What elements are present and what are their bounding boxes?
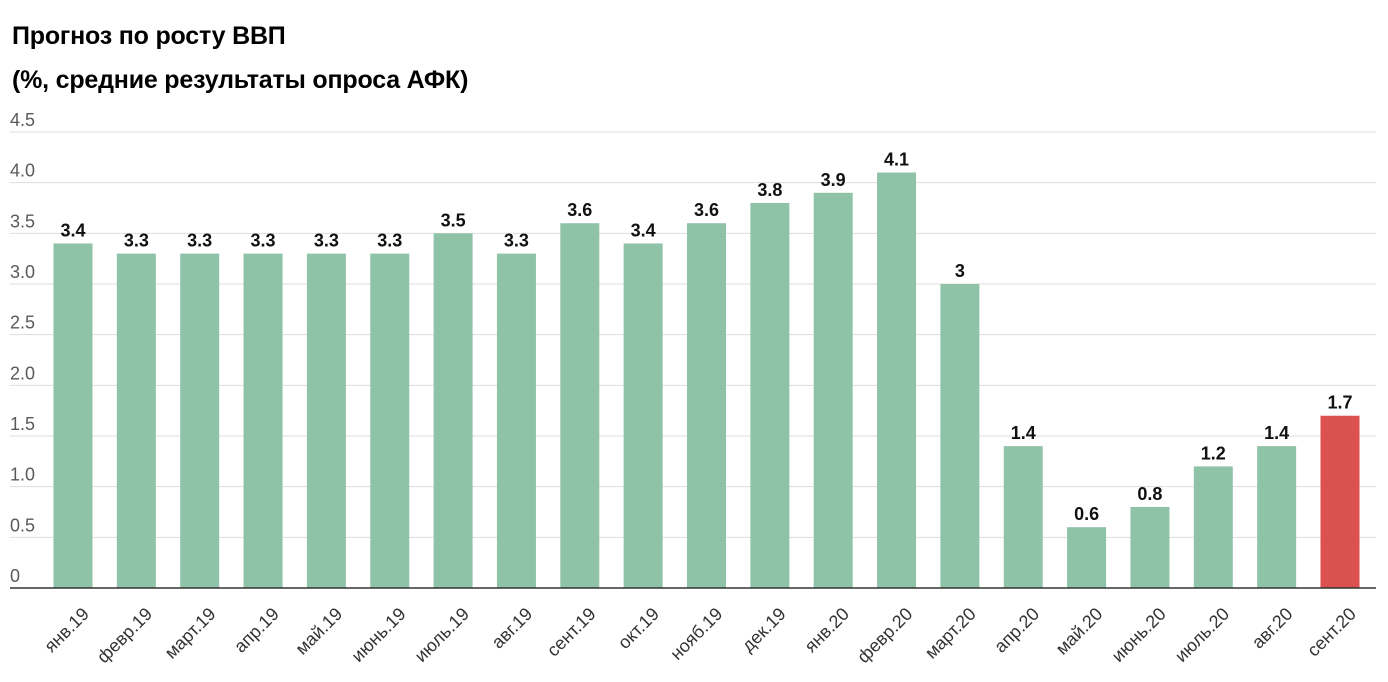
x-tick-label: июль.19: [411, 604, 473, 666]
x-tick-label: янв.19: [40, 604, 93, 657]
data-label: 3.5: [441, 210, 466, 230]
bar: [496, 253, 536, 588]
bar: [560, 223, 600, 588]
bar: [433, 233, 473, 589]
data-label: 3.8: [757, 180, 782, 200]
bar: [623, 243, 663, 588]
bar: [116, 253, 156, 588]
x-tick-label: дек.19: [738, 604, 790, 656]
data-label: 3.3: [124, 231, 149, 251]
x-tick-label: май.20: [1052, 604, 1107, 659]
data-label: 1.7: [1327, 393, 1352, 413]
data-label: 3.3: [187, 231, 212, 251]
y-tick-label: 4.5: [10, 110, 35, 130]
data-label: 4.1: [884, 150, 909, 170]
bar: [180, 253, 220, 588]
x-tick-label: сент.20: [1303, 604, 1360, 661]
bar: [940, 284, 980, 588]
bar: [687, 223, 726, 588]
x-tick-label: окт.19: [614, 604, 663, 653]
data-label: 3.3: [504, 231, 529, 251]
data-label: 3.9: [821, 170, 846, 190]
data-label: 3.3: [314, 231, 339, 251]
bar: [1130, 506, 1170, 588]
y-tick-label: 0: [10, 566, 20, 586]
x-tick-label: июнь.19: [347, 604, 409, 666]
x-tick-label: февр.19: [93, 604, 156, 667]
bar: [1067, 527, 1107, 588]
data-label: 3.4: [60, 220, 85, 240]
bar: [1193, 466, 1233, 588]
bar: [877, 172, 917, 589]
x-tick-label: май.19: [291, 604, 346, 659]
y-tick-label: 2.5: [10, 313, 35, 333]
bar: [1320, 415, 1360, 588]
y-tick-label: 3.5: [10, 211, 35, 231]
y-tick-label: 4.0: [10, 161, 35, 181]
data-label: 3.4: [631, 220, 656, 240]
bar: [306, 253, 346, 588]
x-tick-label: нояб.19: [666, 604, 726, 664]
data-label: 3: [955, 261, 965, 281]
data-label: 1.4: [1011, 423, 1036, 443]
y-tick-label: 1.0: [10, 465, 35, 485]
x-tick-label: авг.20: [1248, 604, 1297, 653]
y-tick-label: 1.5: [10, 414, 35, 434]
x-tick-label: июнь.20: [1108, 604, 1170, 666]
bar: [1003, 446, 1043, 588]
data-label: 3.3: [377, 231, 402, 251]
bar: [370, 253, 410, 588]
x-tick-label: июль.20: [1171, 604, 1233, 666]
data-label: 3.6: [567, 200, 592, 220]
x-tick-label: март.20: [921, 604, 980, 663]
data-label: 0.6: [1074, 504, 1099, 524]
y-tick-label: 2.0: [10, 363, 35, 383]
bar: [243, 253, 283, 588]
x-tick-label: янв.20: [801, 604, 854, 657]
bar: [813, 192, 853, 589]
x-tick-label: сент.19: [543, 604, 600, 661]
data-label: 0.8: [1137, 484, 1162, 504]
chart-subtitle: (%, средние результаты опроса АФК): [12, 66, 469, 94]
data-label: 3.3: [251, 231, 276, 251]
x-tick-label: февр.20: [853, 604, 916, 667]
chart-title-block: Прогноз по росту ВВП (%, средние результ…: [12, 14, 468, 102]
y-tick-label: 3.0: [10, 262, 35, 282]
x-tick-label: апр.20: [990, 604, 1043, 657]
x-tick-label: авг.19: [488, 604, 537, 653]
data-label: 1.2: [1201, 443, 1226, 463]
y-tick-label: 0.5: [10, 515, 35, 535]
data-label: 3.6: [694, 200, 719, 220]
bar: [53, 243, 93, 588]
chart-title: Прогноз по росту ВВП: [12, 22, 286, 50]
x-tick-label: март.19: [161, 604, 220, 663]
bar: [1257, 446, 1297, 588]
x-tick-label: апр.19: [230, 604, 283, 657]
data-label: 1.4: [1264, 423, 1289, 443]
bar: [750, 202, 790, 588]
